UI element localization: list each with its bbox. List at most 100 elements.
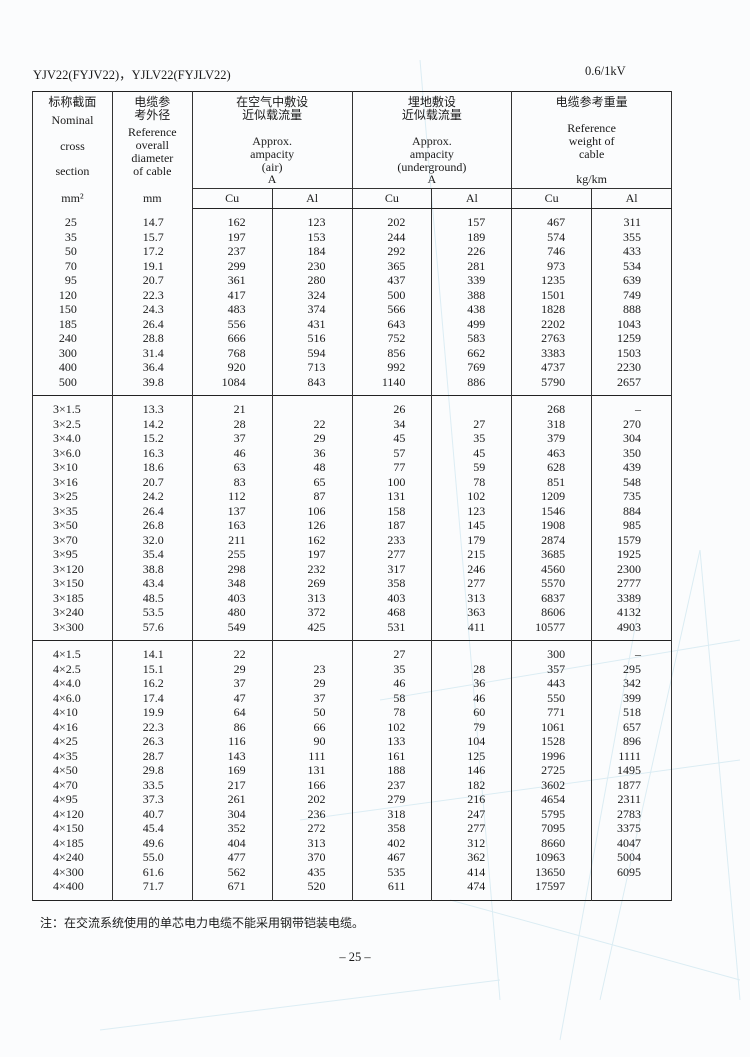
- table-cell: 53.5: [111, 605, 193, 620]
- table-cell: 21: [191, 395, 273, 417]
- table-cell: 4737: [511, 360, 593, 375]
- table-row: 4×50 29.8 169 131 188 146 2725 1495: [32, 763, 672, 778]
- table-row: 3×6.0 16.3 46 36 57 45 463 350: [32, 445, 672, 460]
- table-cell: 5790: [511, 374, 593, 396]
- header-text: (air): [261, 160, 283, 174]
- table-cell: 4×70: [32, 777, 113, 792]
- table-cell: 29: [271, 431, 353, 446]
- table-cell: 28: [191, 416, 273, 431]
- subheader-cu: Cu: [191, 188, 273, 209]
- table-cell: 3×16: [32, 474, 113, 489]
- table-cell: 1061: [511, 719, 593, 734]
- table-cell: 851: [511, 474, 593, 489]
- table-cell: 348: [191, 576, 273, 591]
- table-cell: 594: [271, 345, 353, 360]
- table-cell: 45.4: [111, 821, 193, 836]
- voltage-rating: 0.6/1kV: [585, 64, 626, 78]
- table-row: 3×300 57.6 549 425 531 411 10577 4903: [32, 619, 672, 641]
- table-cell: 66: [271, 719, 353, 734]
- table-cell: 2783: [591, 806, 672, 821]
- table-cell: 272: [271, 821, 353, 836]
- table-cell: 463: [511, 445, 593, 460]
- table-cell: 35: [32, 229, 113, 244]
- table-cell: 403: [191, 590, 273, 605]
- table-cell: 1503: [591, 345, 672, 360]
- table-cell: 102: [431, 489, 513, 504]
- table-row: 50 17.2 237 184 292 226 746 433: [32, 244, 672, 259]
- table-cell: 78: [351, 705, 433, 720]
- table-row: 4×2.5 15.1 29 23 35 28 357 295: [32, 661, 672, 676]
- table-cell: 896: [591, 734, 672, 749]
- table-cell: 3×10: [32, 460, 113, 475]
- header-text: 电缆参: [134, 95, 171, 109]
- single-core-group: 25 14.7 162 123 202 157 467 311 35 15.7 197 153 244 1…: [32, 208, 672, 396]
- table-cell: 277: [431, 576, 513, 591]
- table-row: 4×400 71.7 671 520 611 474 17597: [32, 879, 672, 900]
- table-cell: 246: [431, 561, 513, 576]
- table-cell: 400: [32, 360, 113, 375]
- table-cell: 18.6: [111, 460, 193, 475]
- table-cell: 318: [511, 416, 593, 431]
- table-cell: 574: [511, 229, 593, 244]
- table-cell: 425: [271, 619, 353, 641]
- table-row: 3×95 35.4 255 197 277 215 3685 1925: [32, 547, 672, 562]
- table-cell: 920: [191, 360, 273, 375]
- table-cell: 1140: [351, 374, 433, 396]
- table-cell: 6095: [591, 864, 672, 879]
- table-cell: 10577: [511, 619, 593, 641]
- table-cell: [271, 395, 353, 417]
- table-cell: 3×50: [32, 518, 113, 533]
- table-cell: 61.6: [111, 864, 193, 879]
- table-cell: 350: [591, 445, 672, 460]
- table-cell: 312: [431, 835, 513, 850]
- table-cell: 313: [271, 835, 353, 850]
- table-cell: 3×70: [32, 532, 113, 547]
- table-cell: 90: [271, 734, 353, 749]
- table-cell: 361: [191, 273, 273, 288]
- table-cell: 372: [271, 605, 353, 620]
- table-cell: 352: [191, 821, 273, 836]
- table-cell: 4×400: [32, 879, 113, 900]
- table-cell: 24.3: [111, 302, 193, 317]
- table-cell: 123: [271, 208, 353, 230]
- table-cell: 48: [271, 460, 353, 475]
- table-cell: 2202: [511, 316, 593, 331]
- table-cell: 2777: [591, 576, 672, 591]
- table-cell: 1528: [511, 734, 593, 749]
- table-row: 4×300 61.6 562 435 535 414 13650 6095: [32, 864, 672, 879]
- table-cell: 4×10: [32, 705, 113, 720]
- table-cell: 63: [191, 460, 273, 475]
- table-cell: 197: [191, 229, 273, 244]
- table-cell: 5570: [511, 576, 593, 591]
- table-cell: 4×1.5: [32, 640, 113, 662]
- header-text: 近似载流量: [242, 108, 303, 122]
- table-cell: 374: [271, 302, 353, 317]
- table-cell: 657: [591, 719, 672, 734]
- table-cell: 116: [191, 734, 273, 749]
- table-cell: 518: [591, 705, 672, 720]
- footnote: 注：在交流系统使用的单芯电力电缆不能采用钢带铠装电缆。: [40, 916, 365, 930]
- table-cell: 435: [271, 864, 353, 879]
- table-cell: 71.7: [111, 879, 193, 900]
- table-cell: 120: [32, 287, 113, 302]
- table-cell: 388: [431, 287, 513, 302]
- table-cell: 39.8: [111, 374, 193, 396]
- table-cell: 483: [191, 302, 273, 317]
- table-cell: 281: [431, 258, 513, 273]
- table-cell: 365: [351, 258, 433, 273]
- table-cell: 1209: [511, 489, 593, 504]
- table-cell: 14.7: [111, 208, 193, 230]
- table-cell: 34: [351, 416, 433, 431]
- table-cell: 8606: [511, 605, 593, 620]
- table-cell: 277: [351, 547, 433, 562]
- header-text: overall: [135, 138, 169, 152]
- table-cell: 22: [191, 640, 273, 662]
- table-cell: 70: [32, 258, 113, 273]
- table-cell: 583: [431, 331, 513, 346]
- table-cell: 65: [271, 474, 353, 489]
- table-cell: 161: [351, 748, 433, 763]
- table-cell: 443: [511, 676, 593, 691]
- table-cell: 279: [351, 792, 433, 807]
- table-cell: 13.3: [111, 395, 193, 417]
- table-cell: 87: [271, 489, 353, 504]
